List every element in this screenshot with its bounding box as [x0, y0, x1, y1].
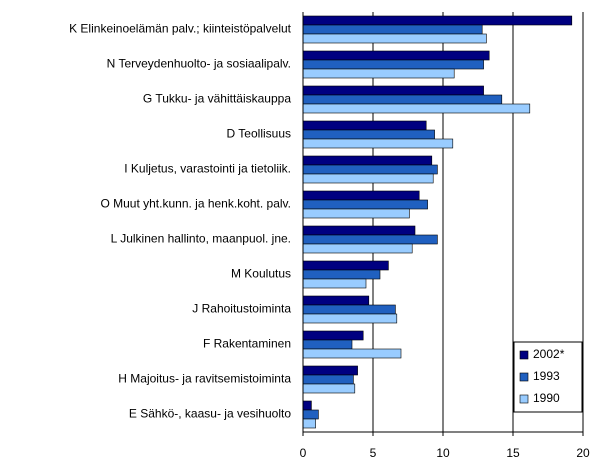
- bar: [302, 348, 402, 359]
- bar: [302, 59, 484, 70]
- y-tick-label: D Teollisuus: [227, 127, 291, 141]
- legend-swatch: [519, 372, 529, 382]
- y-tick-label: N Terveydenhuolto- ja sosiaalipalv.: [107, 57, 291, 71]
- legend-label: 1990: [533, 391, 560, 405]
- y-tick-label: L Julkinen hallinto, maanpuol. jne.: [111, 232, 291, 246]
- y-tick-label: O Muut yht.kunn. ja henk.koht. palv.: [100, 197, 291, 211]
- bar: [302, 260, 389, 271]
- bar: [302, 409, 319, 420]
- y-tick-label: I Kuljetus, varastointi ja tietoliik.: [124, 162, 291, 176]
- y-tick-label: M Koulutus: [231, 267, 291, 281]
- bar: [302, 295, 370, 306]
- bar: [302, 15, 573, 26]
- y-tick-label: E Sähkö-, kaasu- ja vesihuolto: [129, 407, 291, 421]
- bar: [302, 103, 531, 114]
- x-tick-label: 10: [436, 446, 450, 460]
- y-tick-label: K Elinkeinoelämän palv.; kiinteistöpalve…: [69, 22, 292, 36]
- bar: [302, 383, 356, 394]
- bar: [302, 400, 312, 411]
- bar: [302, 234, 438, 245]
- legend-label: 1993: [533, 369, 560, 383]
- bar: [302, 313, 398, 324]
- bar: [302, 94, 503, 105]
- bar: [302, 199, 428, 210]
- y-tick-label: J Rahoitustoiminta: [192, 302, 291, 316]
- bar: [302, 304, 396, 315]
- bar: [302, 85, 484, 96]
- bar: [302, 365, 358, 376]
- bar: [302, 418, 316, 429]
- legend-label: 2002*: [533, 347, 565, 361]
- x-tick-label: 15: [506, 446, 520, 460]
- bar: [302, 243, 413, 254]
- bar: [302, 24, 483, 35]
- bar: [302, 278, 367, 289]
- x-tick-label: 0: [300, 446, 307, 460]
- legend-swatch: [519, 350, 529, 360]
- bar: [302, 269, 381, 280]
- bar: [302, 155, 433, 166]
- bar: [302, 208, 410, 219]
- bar: [302, 68, 455, 79]
- bar: [302, 164, 438, 175]
- x-tick-label: 20: [576, 446, 590, 460]
- bar: [302, 330, 364, 341]
- y-tick-label: F Rakentaminen: [203, 337, 291, 351]
- bar: [302, 225, 416, 236]
- bar: [302, 120, 427, 131]
- bar: [302, 50, 490, 61]
- y-tick-label: G Tukku- ja vähittäiskauppa: [143, 92, 291, 106]
- bar: [302, 190, 420, 201]
- legend-swatch: [519, 394, 529, 404]
- bar: [302, 339, 353, 350]
- x-tick-label: 5: [370, 446, 377, 460]
- bar: [302, 173, 434, 184]
- bar: [302, 33, 487, 44]
- bar: [302, 129, 435, 140]
- y-tick-label: H Majoitus- ja ravitsemistoiminta: [118, 372, 291, 386]
- bar: [302, 138, 454, 149]
- bar: [302, 374, 354, 385]
